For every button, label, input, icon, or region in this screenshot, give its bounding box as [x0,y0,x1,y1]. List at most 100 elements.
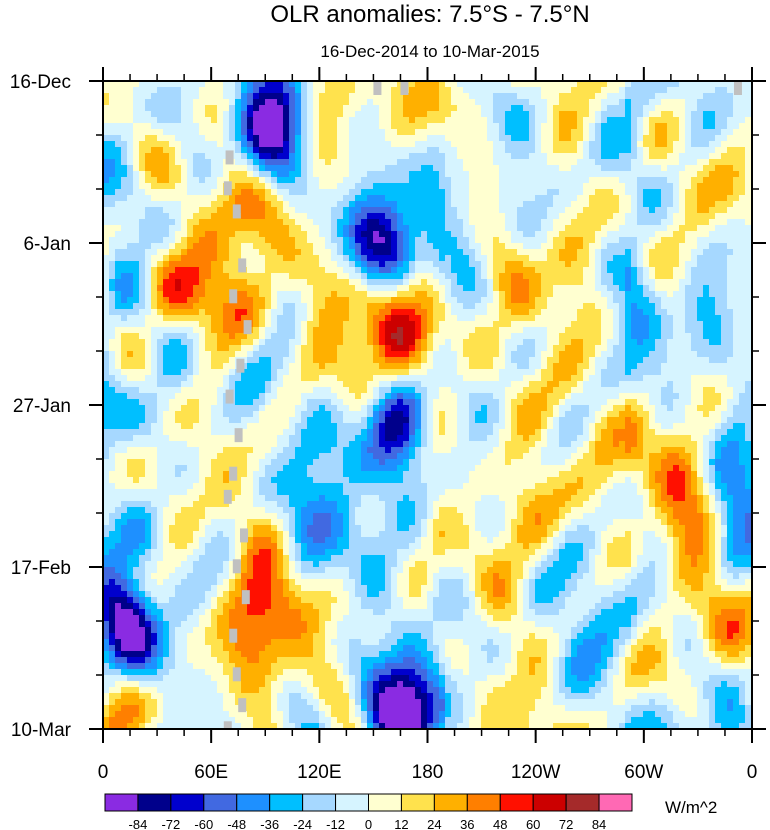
field-cell [505,195,512,202]
field-cell [679,225,686,232]
field-cell [409,273,416,280]
field-cell [241,225,248,232]
field-cell [571,141,578,148]
field-cell [259,225,266,232]
field-cell [499,315,506,322]
field-cell [673,339,680,346]
field-cell [625,321,632,328]
field-cell [685,309,692,316]
field-cell [343,93,350,100]
field-cell [115,267,122,274]
field-cell [115,219,122,226]
field-cell [193,315,200,322]
field-cell [463,129,470,136]
field-cell [733,213,740,220]
field-cell [703,159,710,166]
field-cell [523,279,530,286]
field-cell [655,147,662,154]
field-cell [649,249,656,256]
field-cell [373,201,380,208]
field-cell [451,159,458,166]
field-cell [607,273,614,280]
field-cell [445,99,452,106]
field-cell [319,315,326,322]
field-cell [421,261,428,268]
field-cell [217,267,224,274]
field-cell [745,123,752,130]
field-cell [325,183,332,190]
field-cell [385,123,392,130]
field-cell [577,183,584,190]
field-cell [487,111,494,118]
field-cell [493,267,500,274]
field-cell [253,237,260,244]
field-cell [397,321,404,328]
field-cell [301,315,308,322]
field-cell [649,129,656,136]
field-cell [337,99,344,106]
field-cell [631,345,638,352]
field-cell [511,123,518,130]
field-cell [247,249,254,256]
field-cell [613,129,620,136]
field-cell [721,261,728,268]
field-cell [619,81,626,88]
field-cell [553,111,560,118]
field-cell [427,105,434,112]
field-cell [283,171,290,178]
field-cell [313,249,320,256]
field-cell [709,207,716,214]
field-cell [211,321,218,328]
field-cell [727,309,734,316]
field-cell [691,243,698,250]
field-cell [349,147,356,154]
field-cell [637,183,644,190]
field-cell [115,159,122,166]
field-cell [529,195,536,202]
field-cell [223,345,230,352]
field-cell [391,225,398,232]
field-cell [523,141,530,148]
field-cell [373,207,380,214]
field-cell [211,105,218,112]
field-cell [247,285,254,292]
field-cell [703,297,710,304]
field-cell [667,207,674,214]
field-cell [499,321,506,328]
field-cell [103,279,110,286]
field-cell [169,345,176,352]
field-cell [169,93,176,100]
field-cell [313,213,320,220]
field-cell [673,231,680,238]
field-cell [415,231,422,238]
field-cell [109,291,116,298]
field-cell [661,255,668,262]
field-cell [289,123,296,130]
field-cell [619,309,626,316]
field-cell [217,309,224,316]
field-cell [589,243,596,250]
field-cell [391,243,398,250]
field-cell [433,153,440,160]
field-cell [463,99,470,106]
field-cell [391,345,398,352]
field-cell [595,345,602,352]
field-cell [127,201,134,208]
field-cell [151,297,158,304]
field-cell [181,345,188,352]
field-cell [121,117,128,124]
field-cell [589,123,596,130]
field-cell [397,141,404,148]
field-cell [175,165,182,172]
field-cell [517,279,524,286]
field-cell [607,129,614,136]
field-cell [103,81,110,88]
field-cell [745,333,752,340]
field-cell [343,243,350,250]
field-cell [157,171,164,178]
field-cell [307,279,314,286]
field-cell [295,285,302,292]
field-cell [187,165,194,172]
field-cell [259,321,266,328]
field-cell [163,321,170,328]
